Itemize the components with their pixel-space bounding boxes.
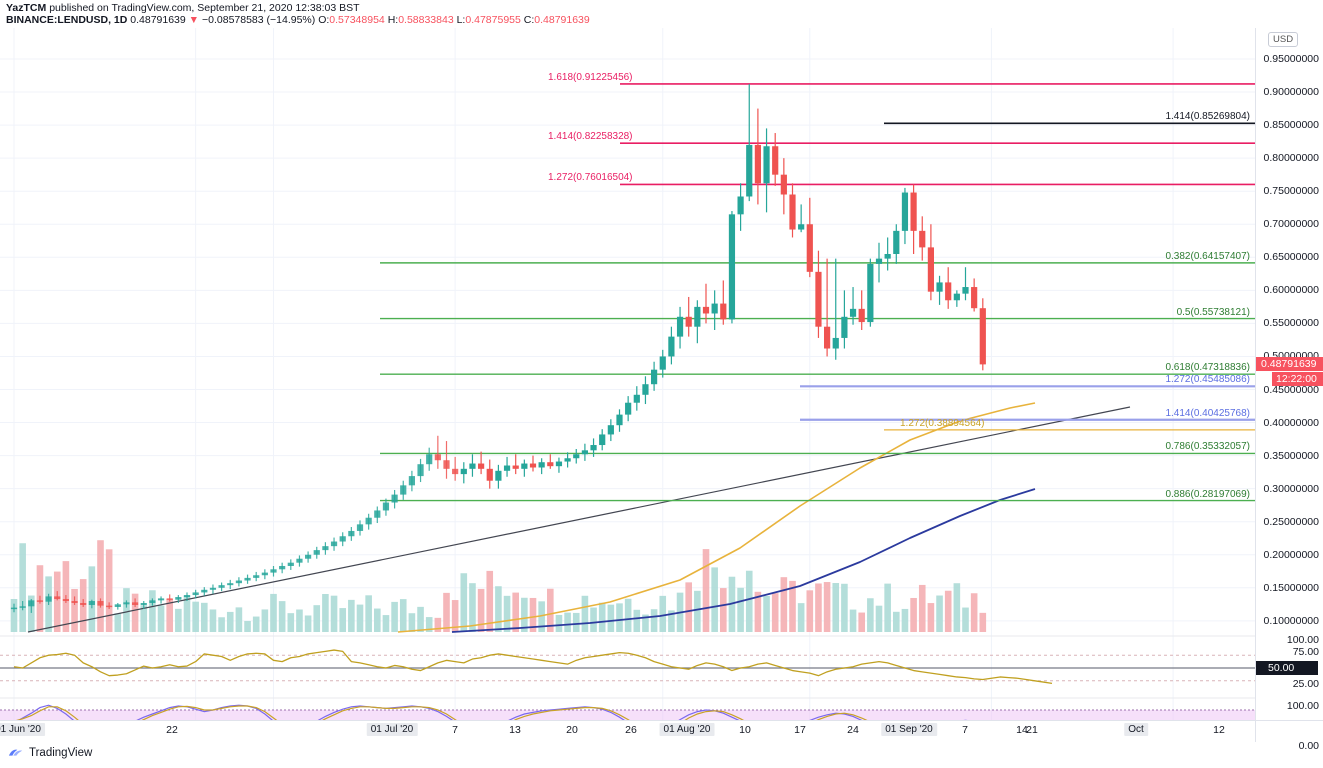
price-tick-label: 0.80000000 <box>1263 152 1319 165</box>
price-tick-label: 0.45000000 <box>1263 383 1319 396</box>
chart-frame[interactable]: 1.618(0.91225456) 1.414(0.82258328) 1.272(… <box>0 28 1323 768</box>
stochastic-tick-label: 100.00 <box>1286 700 1319 712</box>
price-tick-label: 0.90000000 <box>1263 86 1319 99</box>
chart-plot-area[interactable]: 1.618(0.91225456) 1.414(0.82258328) 1.272(… <box>0 28 1255 720</box>
symbol-legend: BINANCE:LENDUSD, 1D 0.48791639 ▼ −0.0857… <box>6 14 906 27</box>
time-tick-label: 20 <box>566 724 578 736</box>
fib-level-label: 1.414(0.82258328) <box>548 131 633 143</box>
rsi-level-badge: 50.00 <box>1256 661 1318 675</box>
fib-level-label: 0.786(0.35332057) <box>1165 441 1250 453</box>
high-value: 0.58833843 <box>398 14 454 26</box>
rsi-tick-label: 75.00 <box>1292 646 1319 658</box>
time-tick-label: 26 <box>625 724 637 736</box>
rsi-tick-label: 100.00 <box>1286 634 1319 646</box>
price-tick-label: 0.15000000 <box>1263 581 1319 594</box>
fib-level-label: 0.382(0.64157407) <box>1165 250 1250 262</box>
time-tick-label: 17 <box>794 724 806 736</box>
time-tick-label: Oct <box>1124 723 1148 736</box>
fib-level-label: 1.414(0.85269804) <box>1165 111 1250 123</box>
currency-chip[interactable]: USD <box>1268 32 1299 47</box>
fib-level-label: 1.272(0.76016504) <box>548 172 633 184</box>
rsi-tick-label: 25.00 <box>1292 678 1319 690</box>
open-value: 0.57348954 <box>329 14 385 26</box>
close-label: C: <box>523 14 535 26</box>
time-tick-label: 01 Sep '20 <box>881 723 937 736</box>
time-tick-label: 10 <box>739 724 751 736</box>
tradingview-logo-icon <box>8 749 23 756</box>
time-tick-label: 01 Jun '20 <box>0 723 45 736</box>
price-change: −0.08578583 (−14.95%) <box>202 14 316 26</box>
current-price-badge: 0.48791639 <box>1256 357 1323 372</box>
time-tick-label: 22 <box>166 724 178 736</box>
fib-level-label: 0.5(0.55738121) <box>1176 306 1250 318</box>
time-scale[interactable]: 01 Jun '20 22 01 Jul '20 7 13 20 26 01 Aug '20 1… <box>0 720 1255 742</box>
close-value: 0.48791639 <box>534 14 590 26</box>
candlesticks <box>10 84 986 613</box>
fib-level-label: 1.272(0.45485086) <box>1165 374 1250 386</box>
chart-canvas <box>0 28 1255 720</box>
publication-line: YazTCM published on TradingView.com, Sep… <box>6 2 906 14</box>
published-text: published on TradingView.com, September … <box>49 2 360 14</box>
last-price: 0.48791639 <box>130 14 186 26</box>
price-tick-label: 0.60000000 <box>1263 284 1319 297</box>
price-tick-label: 0.30000000 <box>1263 482 1319 495</box>
open-label: O: <box>318 14 330 26</box>
price-tick-label: 0.35000000 <box>1263 449 1319 462</box>
fib-level-label: 1.272(0.38894564) <box>900 417 985 429</box>
trendline-black <box>27 406 1131 633</box>
time-tick-label: 12 <box>1213 724 1225 736</box>
time-tick-label: 7 <box>962 724 968 736</box>
price-tick-label: 0.95000000 <box>1263 53 1319 65</box>
stochastic-tick-label: 0.00 <box>1298 740 1319 752</box>
countdown-badge: 12:22:00 <box>1272 372 1323 387</box>
fib-level-label: 1.414(0.40425768) <box>1165 407 1250 419</box>
price-scale[interactable]: USD 0.95000000 0.90000000 0.85000000 0.8000… <box>1255 28 1323 752</box>
symbol-label[interactable]: BINANCE:LENDUSD, 1D <box>6 14 128 26</box>
time-scale-corner <box>1255 720 1323 742</box>
down-triangle-icon: ▼ <box>188 14 200 26</box>
price-tick-label: 0.70000000 <box>1263 218 1319 231</box>
time-tick-label: 21 <box>1026 724 1038 736</box>
tradingview-logo-text: TradingView <box>29 746 93 759</box>
fib-level-label: 0.618(0.47318836) <box>1165 362 1250 374</box>
price-tick-label: 0.10000000 <box>1263 614 1319 627</box>
volume-bars <box>10 540 987 632</box>
high-label: H: <box>387 14 399 26</box>
price-tick-label: 0.65000000 <box>1263 251 1319 264</box>
low-label: L: <box>456 14 466 26</box>
price-tick-label: 0.40000000 <box>1263 416 1319 429</box>
price-tick-label: 0.20000000 <box>1263 548 1319 561</box>
low-value: 0.47875955 <box>465 14 521 26</box>
rsi-panel <box>0 635 1255 685</box>
time-tick-label: 01 Jul '20 <box>366 723 418 736</box>
fib-level-label: 1.618(0.91225456) <box>548 71 633 83</box>
tradingview-branding: TradingView <box>8 746 92 759</box>
time-tick-label: 01 Aug '20 <box>659 723 715 736</box>
price-tick-label: 0.55000000 <box>1263 317 1319 330</box>
price-tick-label: 0.75000000 <box>1263 185 1319 198</box>
stochastic-panel <box>0 697 1255 720</box>
time-tick-label: 7 <box>452 724 458 736</box>
time-tick-label: 13 <box>509 724 521 736</box>
time-tick-label: 14 <box>1016 724 1028 736</box>
chart-header: YazTCM published on TradingView.com, Sep… <box>6 2 906 28</box>
time-tick-label: 24 <box>847 724 859 736</box>
price-tick-label: 0.25000000 <box>1263 515 1319 528</box>
fib-level-label: 0.886(0.28197069) <box>1165 488 1250 500</box>
author-name: YazTCM <box>6 2 47 14</box>
price-tick-label: 0.85000000 <box>1263 119 1319 132</box>
